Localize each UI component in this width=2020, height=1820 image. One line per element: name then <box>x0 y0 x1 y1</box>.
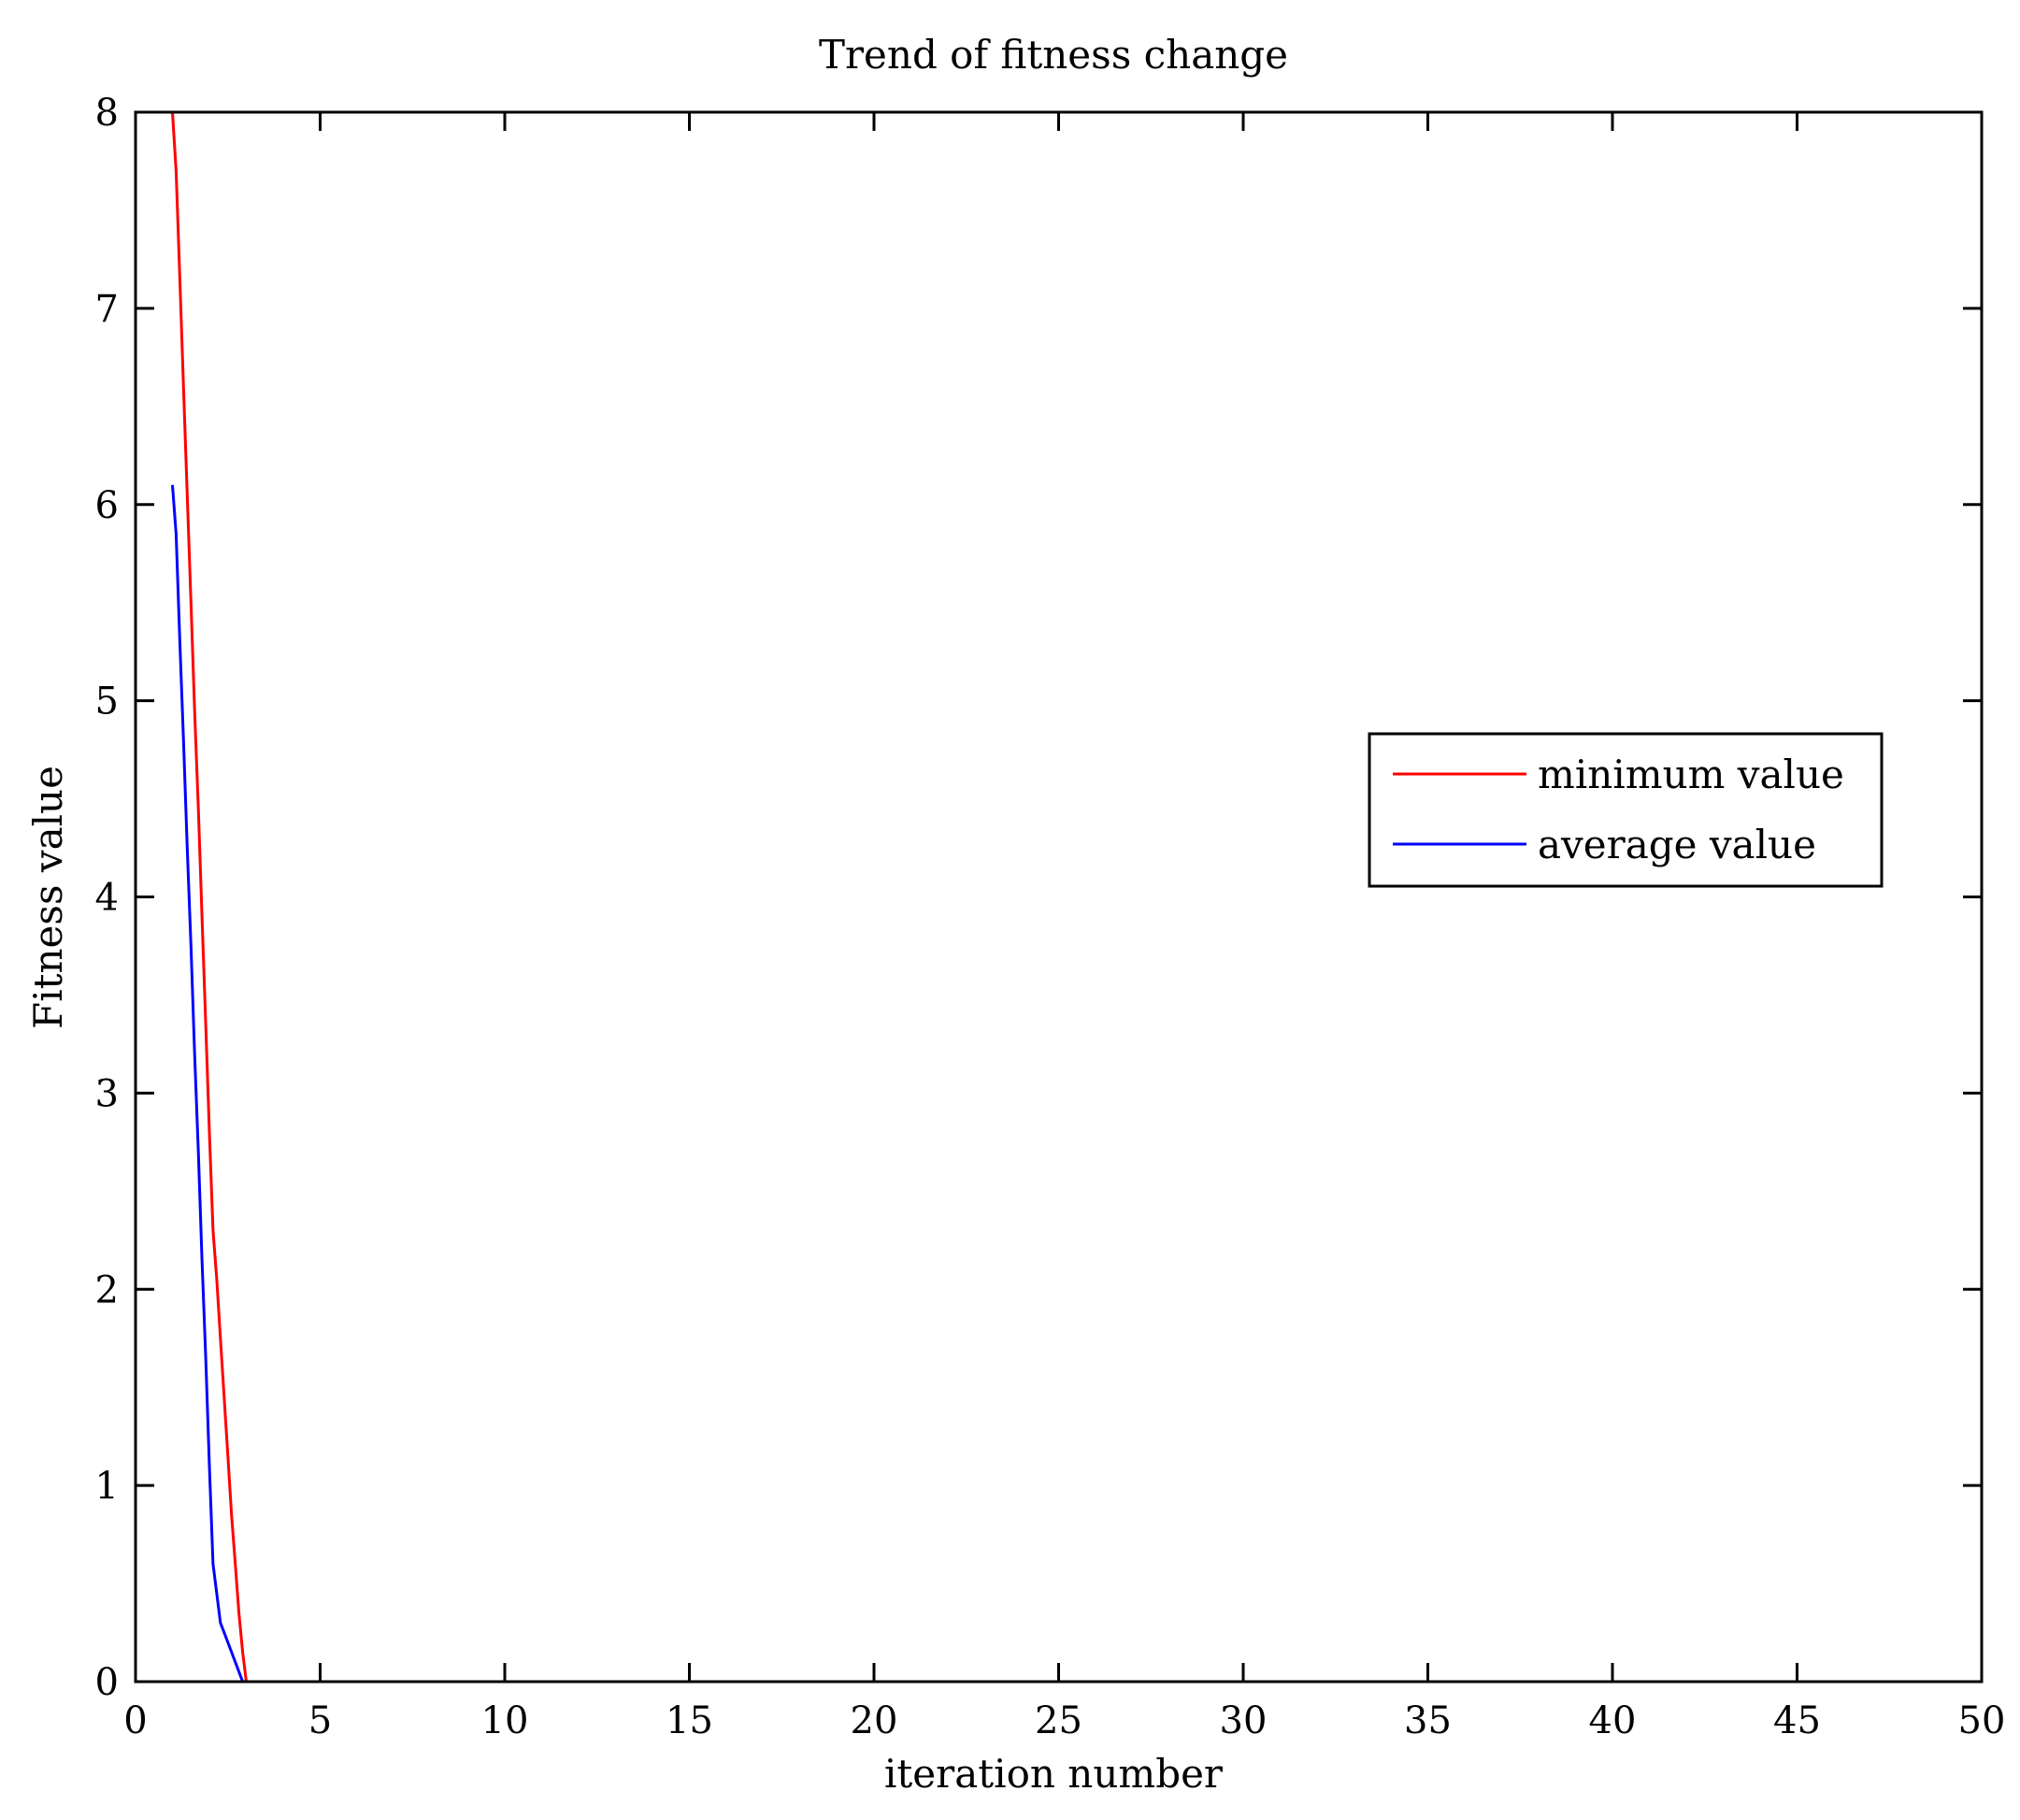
y-tick-label: 3 <box>95 1072 119 1115</box>
x-tick-label: 0 <box>123 1699 147 1742</box>
x-axis-title: iteration number <box>884 1751 1224 1797</box>
y-tick-label: 8 <box>95 92 119 135</box>
series-line-minimum-value <box>171 111 248 1683</box>
x-tick-label: 40 <box>1589 1699 1637 1742</box>
y-tick-label: 5 <box>95 681 119 724</box>
x-tick-label: 50 <box>1958 1699 2006 1742</box>
chart-title: Trend of fitness change <box>819 32 1288 78</box>
y-tick-label: 4 <box>95 877 119 920</box>
x-tick-label: 20 <box>851 1699 898 1742</box>
legend-label-average: average value <box>1538 822 1816 867</box>
x-tick-label: 25 <box>1035 1699 1082 1742</box>
y-tick-label: 1 <box>95 1465 119 1508</box>
plot-area-frame <box>134 110 1984 1684</box>
x-tick-label: 10 <box>481 1699 529 1742</box>
x-tick-label: 15 <box>666 1699 713 1742</box>
y-tick-label: 0 <box>95 1661 119 1704</box>
x-tick-label: 35 <box>1404 1699 1452 1742</box>
x-tick-label: 30 <box>1220 1699 1268 1742</box>
legend-box <box>1368 732 1884 888</box>
legend-label-minimum: minimum value <box>1538 752 1844 797</box>
series-line-average-value <box>171 484 245 1683</box>
series-layer <box>171 111 248 1683</box>
x-tick-label: 45 <box>1773 1699 1821 1742</box>
y-tick-label: 7 <box>95 288 119 331</box>
x-tick-label: 5 <box>308 1699 332 1742</box>
y-axis-title: Fitness value <box>25 766 71 1029</box>
legend: minimum value average value <box>1368 732 1884 888</box>
y-tick-label: 2 <box>95 1268 119 1311</box>
y-tick-label: 6 <box>95 484 119 527</box>
